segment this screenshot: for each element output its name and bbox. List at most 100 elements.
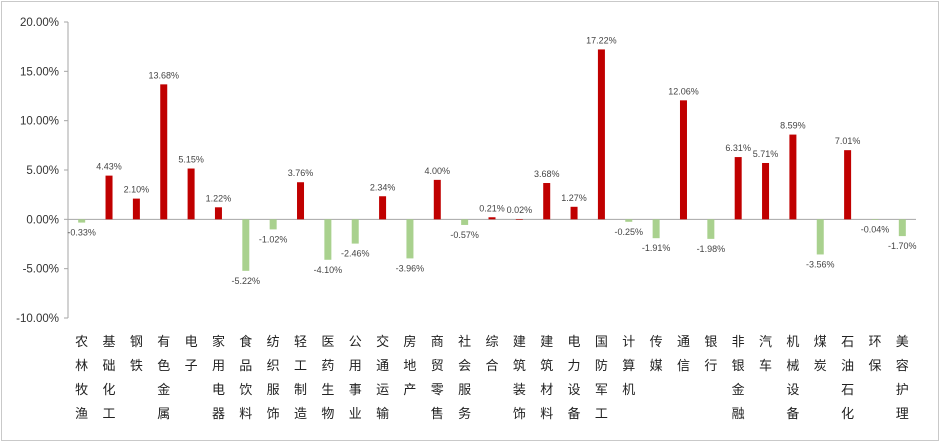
category-label: 建筑装饰	[513, 335, 526, 422]
data-label: 1.22%	[206, 193, 232, 203]
category-label: 综合	[485, 335, 498, 374]
category-label: 交通运输	[376, 334, 389, 422]
y-tick-label: 15.00%	[20, 66, 59, 78]
category-label: 钢铁	[130, 335, 143, 374]
category-label: 国防军工	[595, 335, 608, 422]
data-label: 4.00%	[425, 166, 451, 176]
category-label: 农林牧渔	[75, 335, 88, 422]
bar	[625, 219, 633, 222]
y-tick-label: -5.00%	[23, 264, 59, 276]
category-label: 商贸零售	[431, 335, 444, 422]
bar	[187, 168, 195, 220]
category-label: 建筑材料	[540, 335, 553, 422]
bar	[789, 134, 797, 220]
category-label: 食品饮料	[239, 334, 252, 422]
category-label: 环保	[868, 335, 881, 374]
data-label: 2.10%	[124, 185, 150, 195]
category-label: 医药生物	[321, 335, 334, 422]
category-label: 计算机	[622, 335, 635, 398]
data-label: 3.68%	[534, 169, 560, 179]
data-label: 12.06%	[668, 86, 699, 96]
y-tick-label: 5.00%	[26, 165, 59, 177]
data-label: -4.10%	[314, 265, 343, 275]
data-label: 5.71%	[753, 149, 779, 159]
category-label: 传媒	[650, 335, 663, 374]
bar	[351, 219, 359, 244]
bar	[570, 206, 578, 220]
category-label: 美容护理	[896, 335, 909, 422]
data-label: -1.70%	[888, 241, 917, 251]
bar	[488, 217, 496, 220]
bar	[762, 162, 770, 220]
data-label: 7.01%	[835, 136, 861, 146]
category-label: 有色金属	[157, 335, 170, 422]
bar	[515, 219, 523, 220]
data-label: 3.76%	[288, 168, 314, 178]
category-label: 非银金融	[732, 335, 745, 422]
data-label: 0.02%	[507, 205, 533, 215]
data-label: 5.15%	[178, 155, 204, 165]
y-tick-label: 20.00%	[20, 17, 59, 29]
data-label: -1.02%	[259, 234, 288, 244]
bar	[78, 219, 86, 223]
category-label: 电子	[185, 335, 198, 374]
bar	[844, 150, 852, 220]
y-tick-label: 10.00%	[20, 116, 59, 128]
category-label: 轻工制造	[294, 335, 307, 422]
category-label: 电力设备	[568, 335, 581, 422]
category-label: 石油石化	[841, 335, 854, 422]
data-label: -5.22%	[232, 276, 261, 286]
data-label: -1.91%	[642, 243, 671, 253]
data-label: 6.31%	[725, 143, 751, 153]
bar	[543, 183, 551, 220]
category-label: 汽车	[759, 335, 772, 374]
bar	[679, 100, 687, 220]
category-label: 公用事业	[349, 335, 362, 422]
category-label: 社会服务	[458, 334, 471, 422]
data-label: -2.46%	[341, 249, 370, 259]
data-label: -0.57%	[450, 230, 479, 240]
bar	[297, 182, 305, 220]
category-label: 银行	[704, 335, 717, 374]
y-tick-label: -10.00%	[16, 313, 59, 325]
bar	[379, 196, 387, 220]
bar	[269, 219, 277, 230]
y-tick-label: 0.00%	[26, 214, 59, 226]
category-label: 基础化工	[103, 335, 116, 422]
bar	[652, 219, 660, 239]
bar	[214, 207, 222, 220]
bar	[871, 219, 879, 220]
bar	[734, 157, 742, 220]
category-label: 煤炭	[814, 335, 827, 374]
data-label: 0.21%	[479, 203, 505, 213]
category-label: 家用电器	[212, 334, 225, 422]
category-label: 机械设备	[786, 335, 799, 422]
data-label: 1.27%	[561, 193, 587, 203]
data-label: 13.68%	[148, 70, 179, 80]
data-label: 2.34%	[370, 182, 396, 192]
data-label: 17.22%	[586, 35, 617, 45]
bar	[597, 49, 605, 220]
data-label: -0.04%	[861, 225, 890, 235]
bar	[898, 219, 906, 237]
bar	[433, 179, 441, 220]
data-label: -0.33%	[67, 228, 96, 238]
data-label: -1.98%	[697, 244, 726, 254]
data-label: -3.56%	[806, 259, 835, 269]
category-label: 房地产	[403, 334, 416, 398]
category-label: 纺织服饰	[267, 335, 280, 422]
bar	[707, 219, 715, 239]
bar	[132, 198, 140, 220]
bar	[816, 219, 824, 255]
bar	[406, 219, 414, 259]
data-label: -3.96%	[396, 263, 425, 273]
bar	[461, 219, 469, 225]
bar	[160, 84, 168, 220]
category-label: 通信	[677, 335, 690, 374]
bar	[324, 219, 332, 260]
data-label: -0.25%	[615, 227, 644, 237]
data-label: 8.59%	[780, 121, 806, 131]
data-label: 4.43%	[96, 162, 122, 172]
